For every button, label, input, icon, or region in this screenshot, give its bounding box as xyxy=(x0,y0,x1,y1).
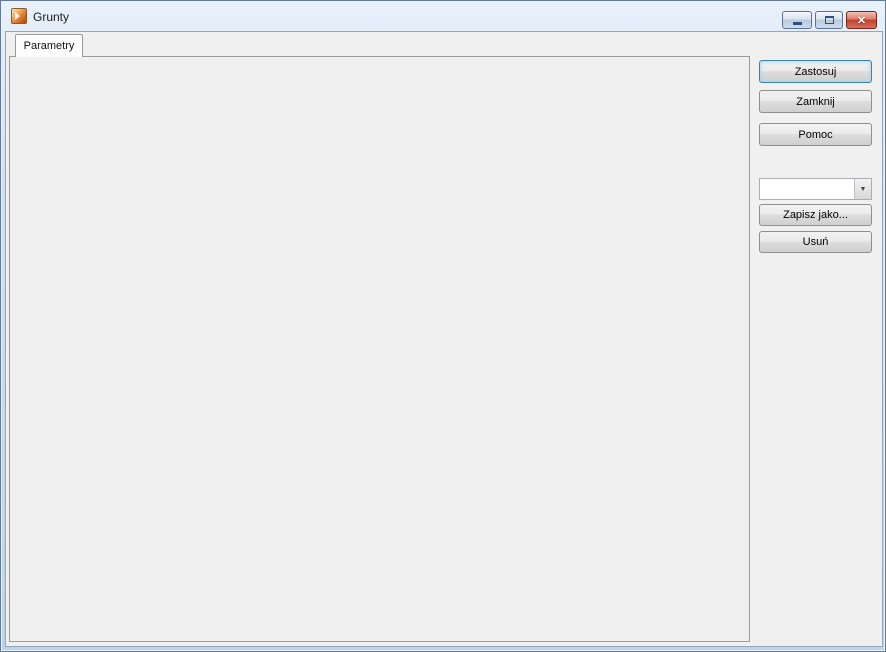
maximize-button[interactable] xyxy=(815,11,843,29)
title-bar[interactable]: Grunty ✕ xyxy=(1,1,885,31)
delete-button[interactable]: Usuń xyxy=(759,231,872,253)
maximize-icon xyxy=(824,16,834,24)
profile-select-combo[interactable]: ▼ xyxy=(759,178,872,200)
help-button[interactable]: Pomoc xyxy=(759,123,872,146)
window-title: Grunty xyxy=(33,10,70,24)
apply-button[interactable]: Zastosuj xyxy=(759,60,872,83)
tab-page xyxy=(9,56,750,642)
close-icon: ✕ xyxy=(856,14,867,27)
close-button[interactable]: ✕ xyxy=(846,11,877,29)
close-dialog-button[interactable]: Zamknij xyxy=(759,90,872,113)
tab-label: Parametry xyxy=(23,40,75,52)
save-as-button[interactable]: Zapisz jako... xyxy=(759,204,872,226)
chevron-down-icon: ▼ xyxy=(854,179,871,199)
app-icon xyxy=(11,8,27,24)
tab-parametry[interactable]: Parametry xyxy=(15,34,83,57)
minimize-icon xyxy=(792,22,802,25)
minimize-button[interactable] xyxy=(782,11,812,29)
